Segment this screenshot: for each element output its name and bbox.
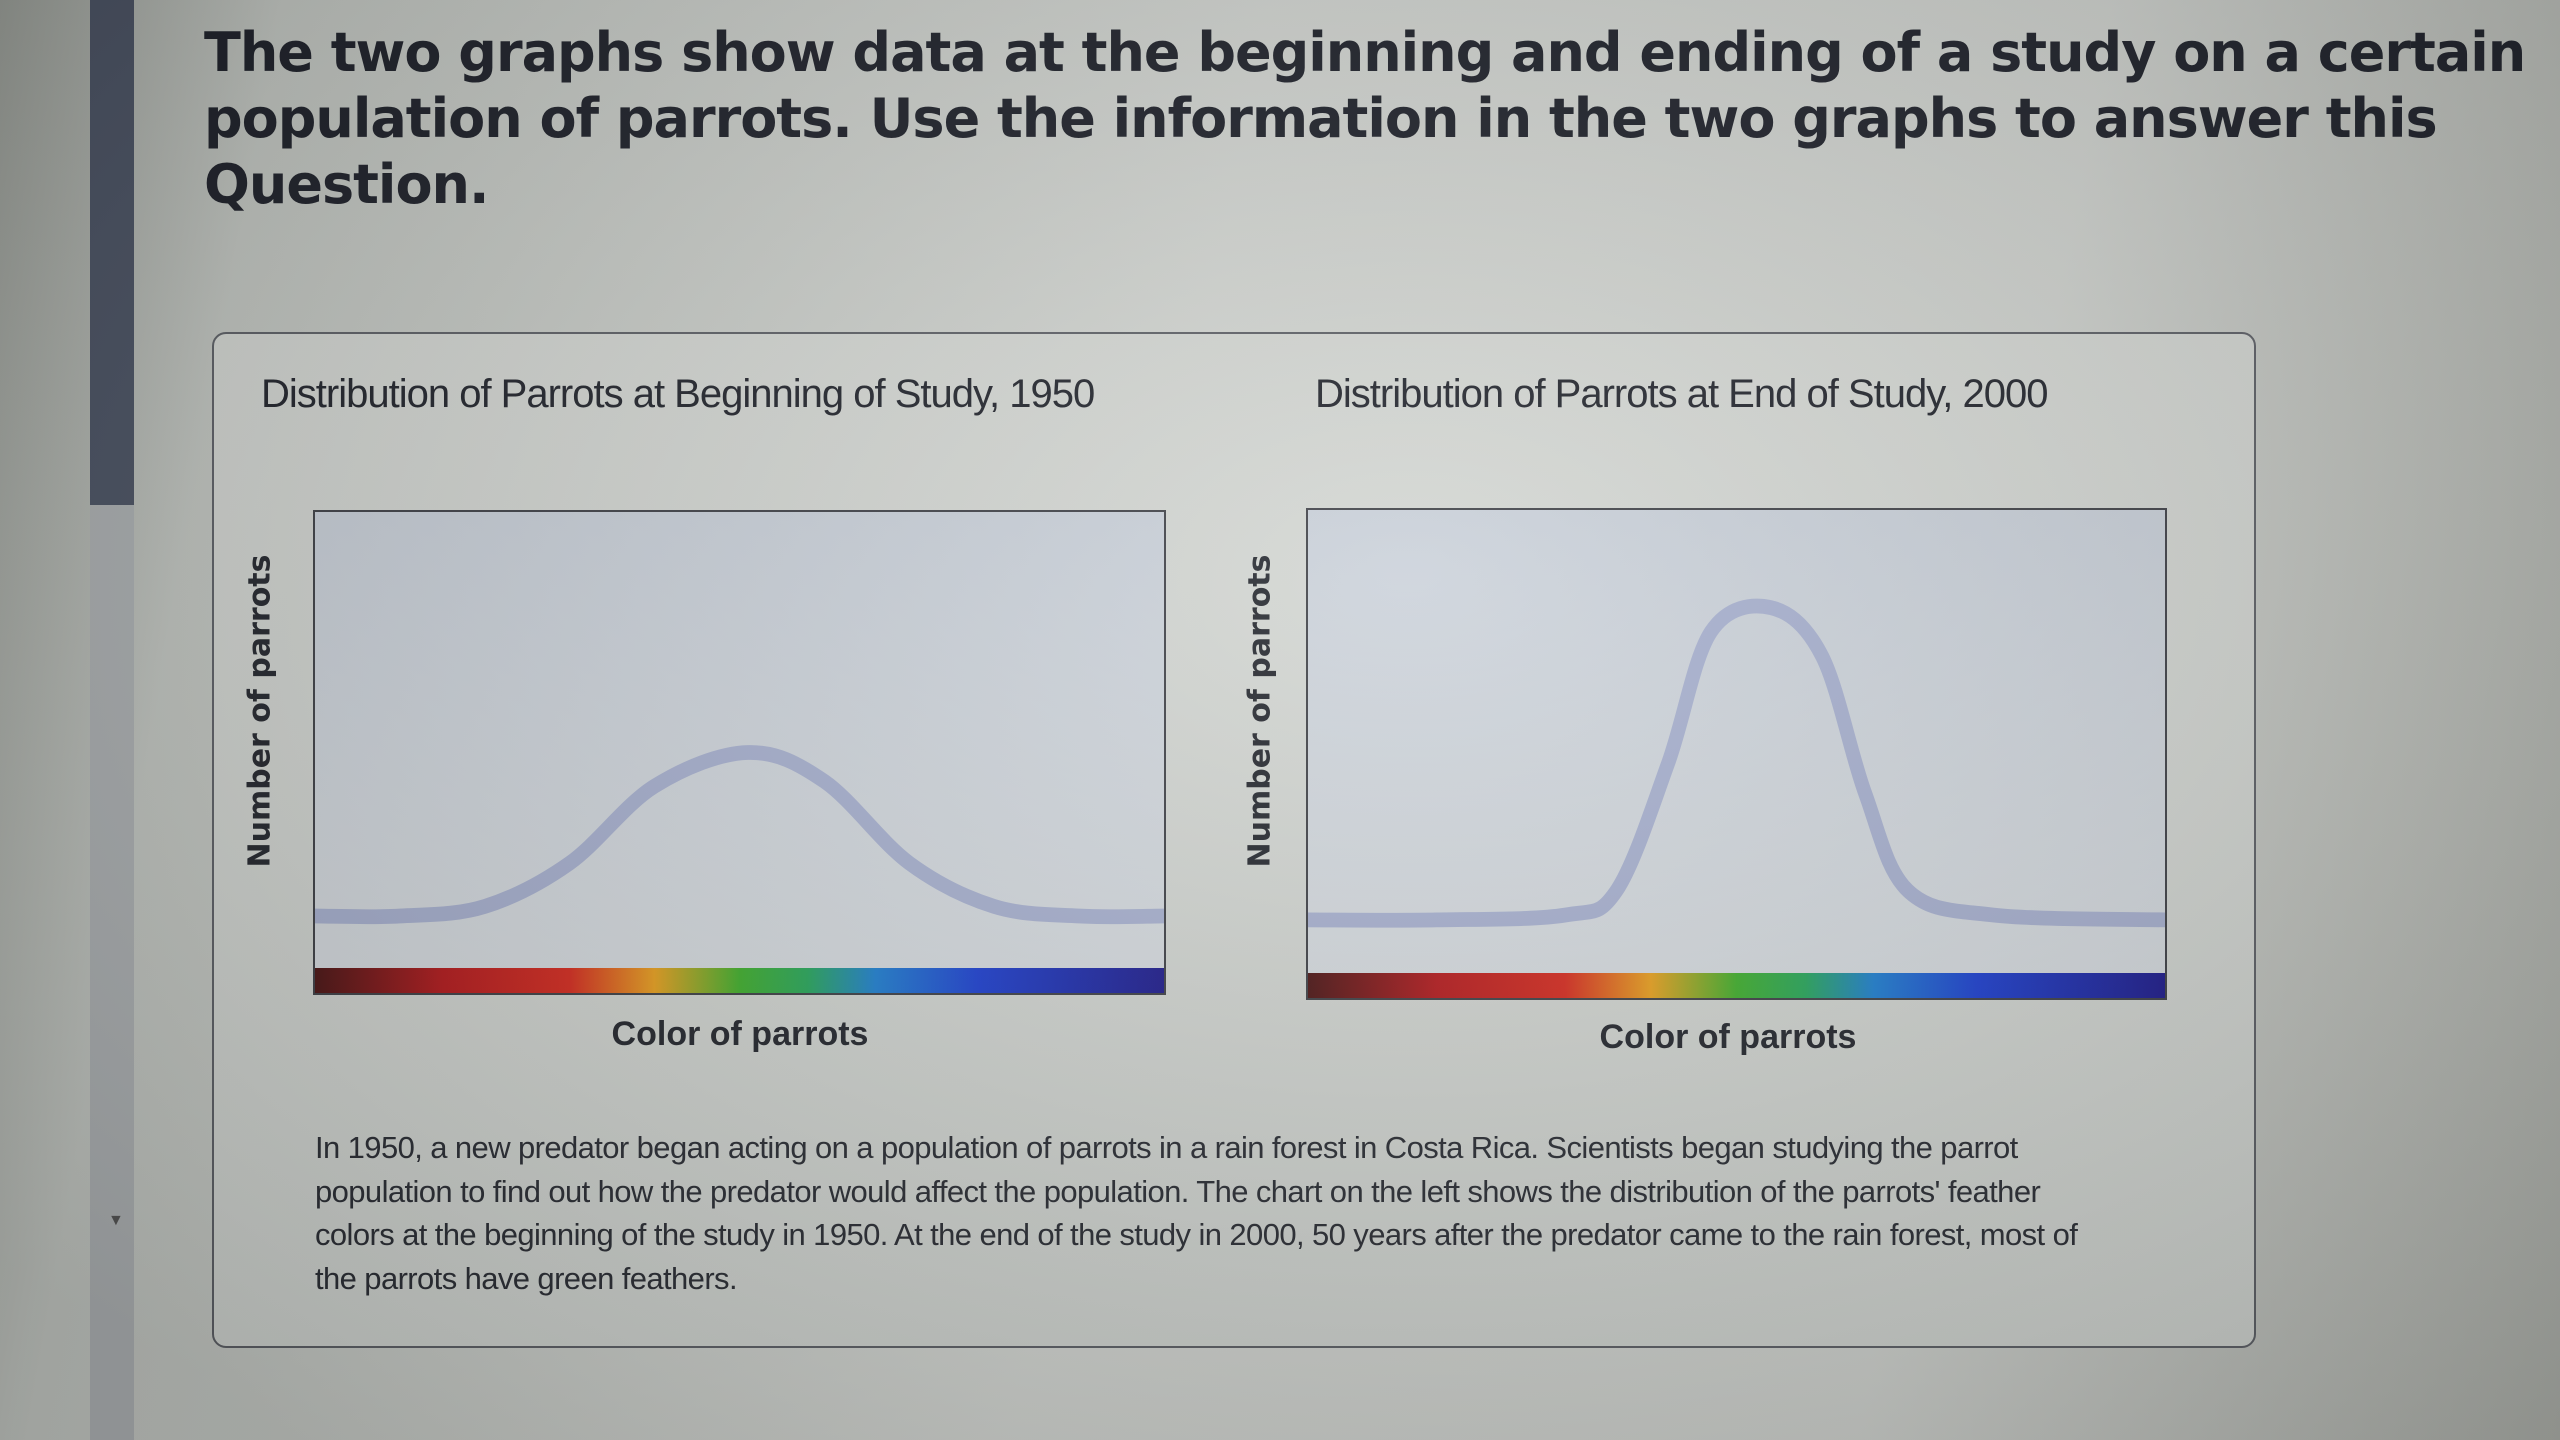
y-axis-label-2000: Number of parrots xyxy=(1242,554,1278,868)
figure-description: In 1950, a new predator began acting on … xyxy=(315,1130,2078,1296)
x-axis-label-1950: Color of parrots xyxy=(611,1015,869,1053)
question-prompt: The two graphs show data at the beginnin… xyxy=(204,21,2526,216)
chart-title-2000: Distribution of Parrots at End of Study,… xyxy=(1315,372,2048,416)
chart-2000-svg xyxy=(1308,598,2165,928)
color-spectrum-bar xyxy=(1308,973,2165,998)
y-axis-label-1950: Number of parrots xyxy=(242,554,278,868)
color-spectrum-bar xyxy=(315,968,1164,993)
distribution-curve xyxy=(1308,598,2165,928)
chart-1950-plot xyxy=(313,510,1166,995)
distribution-curve xyxy=(315,745,1164,925)
scrollbar-thumb[interactable] xyxy=(90,0,134,505)
chart-2000-plot xyxy=(1306,508,2167,1000)
chart-1950-svg xyxy=(315,745,1164,925)
x-axis-label-2000: Color of parrots xyxy=(1599,1018,1857,1056)
chart-title-1950: Distribution of Parrots at Beginning of … xyxy=(261,372,1095,416)
scroll-down-arrow-icon[interactable]: ▼ xyxy=(108,1212,124,1229)
